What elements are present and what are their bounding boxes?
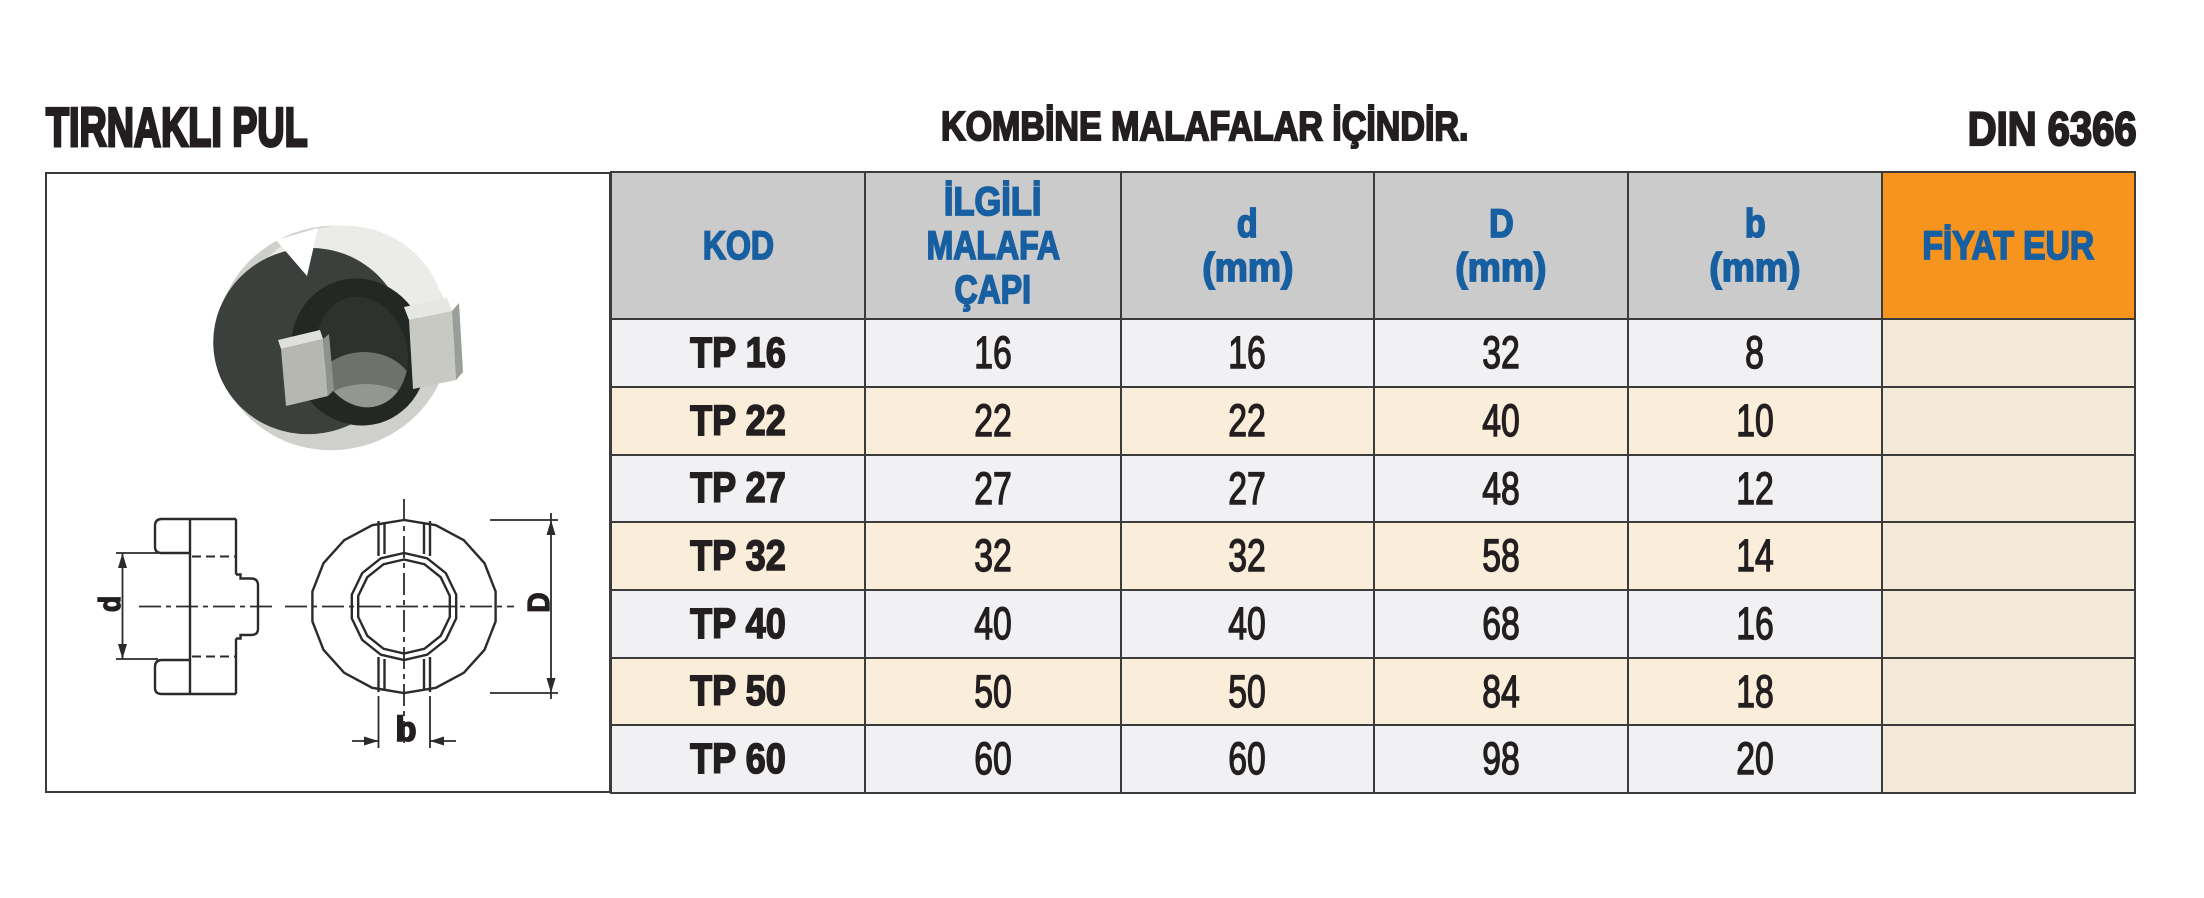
svg-text:D: D (522, 592, 557, 612)
svg-text:d: d (93, 596, 127, 612)
svg-text:b: b (395, 710, 416, 749)
